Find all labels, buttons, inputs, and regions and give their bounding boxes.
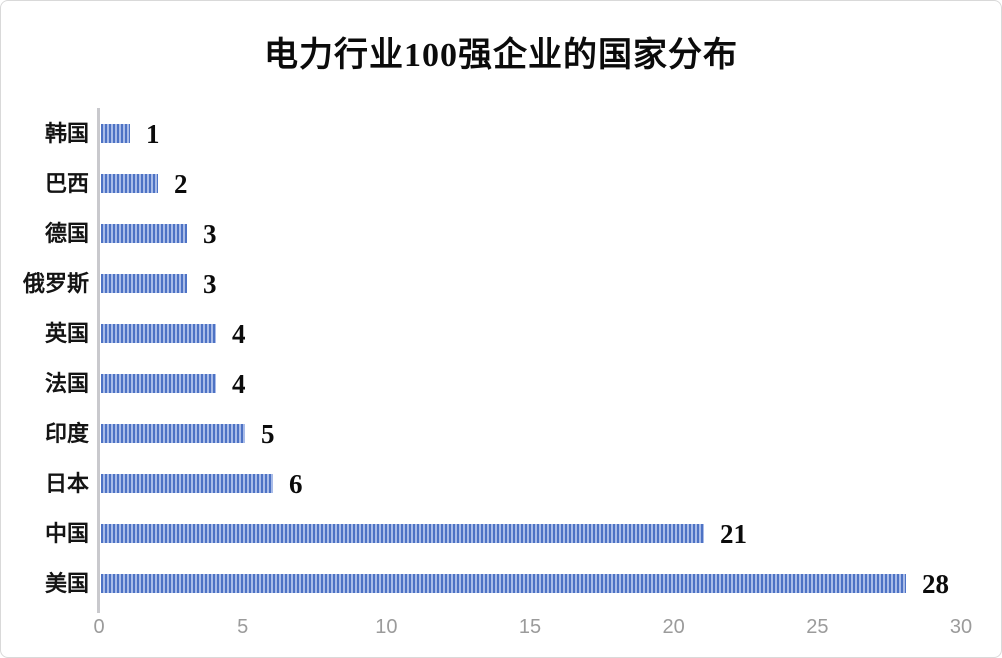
chart-title: 电力行业100强企业的国家分布 bbox=[264, 37, 738, 74]
value-label: 6 bbox=[289, 469, 303, 499]
value-label: 21 bbox=[720, 519, 747, 549]
value-label: 2 bbox=[174, 169, 188, 199]
x-axis-tick-label: 5 bbox=[237, 616, 249, 638]
x-axis-tick-label: 10 bbox=[375, 616, 398, 638]
category-label: 俄罗斯 bbox=[22, 271, 89, 296]
category-label: 法国 bbox=[44, 371, 89, 396]
y-axis-line bbox=[97, 108, 100, 613]
x-axis-tick-label: 20 bbox=[662, 616, 685, 638]
category-label: 印度 bbox=[44, 421, 89, 446]
value-label: 4 bbox=[232, 319, 246, 349]
bar bbox=[101, 274, 187, 293]
x-axis-tick-label: 25 bbox=[806, 616, 829, 638]
category-label: 日本 bbox=[44, 471, 89, 496]
category-label: 巴西 bbox=[44, 171, 89, 196]
x-axis-tick-label: 0 bbox=[93, 616, 105, 638]
x-axis-tick-label: 30 bbox=[949, 616, 973, 638]
bar bbox=[101, 524, 704, 543]
value-label: 3 bbox=[203, 269, 217, 299]
bar bbox=[101, 424, 245, 443]
category-label: 中国 bbox=[44, 521, 89, 546]
bar bbox=[101, 224, 187, 243]
category-label: 德国 bbox=[44, 221, 89, 246]
value-label: 3 bbox=[203, 219, 217, 249]
value-label: 5 bbox=[261, 419, 275, 449]
category-label: 韩国 bbox=[44, 121, 89, 146]
bar bbox=[101, 474, 273, 493]
bar bbox=[101, 124, 130, 143]
value-label: 28 bbox=[922, 569, 949, 599]
category-label: 美国 bbox=[44, 571, 89, 596]
bar bbox=[101, 374, 216, 393]
x-axis-tick-label: 15 bbox=[518, 616, 542, 638]
bar bbox=[101, 174, 158, 193]
value-label: 1 bbox=[146, 119, 160, 149]
value-label: 4 bbox=[232, 369, 246, 399]
bar bbox=[101, 324, 216, 343]
bar bbox=[101, 574, 906, 593]
category-label: 英国 bbox=[44, 321, 89, 346]
